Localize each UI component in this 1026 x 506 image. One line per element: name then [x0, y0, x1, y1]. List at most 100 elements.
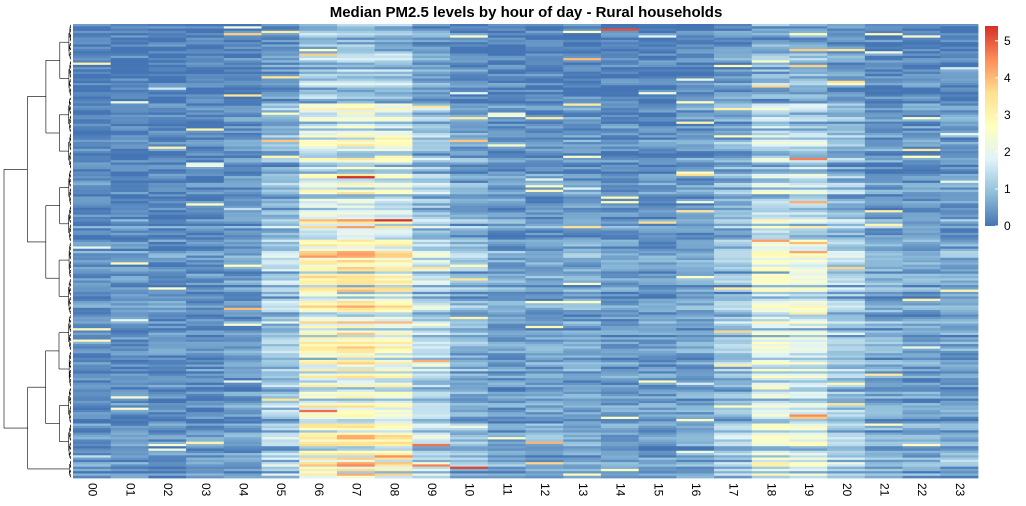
heatmap-cell [676, 83, 715, 86]
heatmap-cell [940, 103, 979, 107]
heatmap-cell [940, 294, 979, 297]
heatmap-cell [864, 178, 903, 182]
heatmap-cell [714, 85, 753, 88]
heatmap-cell [73, 128, 112, 132]
heatmap-cell [902, 310, 941, 313]
heatmap-cell [336, 337, 376, 340]
heatmap-cell [525, 396, 564, 399]
heatmap-cell [336, 371, 376, 374]
heatmap-cell [600, 389, 640, 393]
heatmap-cell [73, 205, 112, 209]
heatmap-cell [902, 187, 941, 191]
heatmap-cell [714, 239, 753, 243]
heatmap-cell [374, 266, 413, 270]
heatmap-cell [412, 241, 451, 245]
heatmap-cell [827, 409, 866, 413]
heatmap-cell [525, 226, 564, 229]
heatmap-cell [412, 51, 451, 54]
heatmap-cell [940, 237, 979, 241]
heatmap-cell [148, 189, 187, 193]
heatmap-cell [450, 167, 489, 170]
heatmap-cell [223, 387, 262, 390]
heatmap-cell [827, 92, 866, 95]
heatmap-cell [940, 407, 979, 411]
heatmap-cell [336, 362, 376, 365]
heatmap-cell [600, 73, 640, 77]
heatmap-cell [336, 239, 376, 243]
heatmap-cell [186, 262, 225, 266]
heatmap-cell [789, 346, 828, 350]
heatmap-cell [374, 298, 413, 302]
heatmap-cell [186, 37, 225, 41]
heatmap-cell [525, 85, 564, 88]
heatmap-cell [827, 48, 866, 52]
heatmap-cell [374, 321, 413, 325]
heatmap-cell [751, 341, 790, 345]
heatmap-cell [336, 64, 376, 68]
heatmap-cell [676, 132, 715, 136]
heatmap-cell [789, 114, 828, 118]
heatmap-cell [148, 201, 187, 204]
heatmap-cell [412, 248, 451, 252]
heatmap-cell [110, 26, 149, 29]
heatmap-cell [148, 80, 187, 84]
heatmap-cell [902, 418, 941, 422]
heatmap-cell [223, 275, 262, 279]
heatmap-cell [223, 271, 262, 275]
heatmap-cell [864, 251, 903, 254]
heatmap-cell [336, 160, 376, 163]
heatmap-cell [751, 137, 790, 141]
heatmap-cell [73, 55, 112, 59]
heatmap-cell [73, 373, 112, 377]
heatmap-cell [186, 173, 225, 177]
heatmap-cell [827, 35, 866, 39]
heatmap-cell [186, 94, 225, 98]
heatmap-cell [186, 119, 225, 123]
heatmap-cell [864, 378, 903, 381]
heatmap-cell [940, 241, 979, 245]
heatmap-cell [940, 107, 979, 111]
heatmap-cell [336, 285, 376, 288]
heatmap-cell [525, 162, 564, 166]
heatmap-cell [751, 382, 790, 386]
heatmap-cell [73, 246, 112, 250]
heatmap-cell [450, 121, 489, 125]
heatmap-cell [487, 323, 526, 327]
heatmap-cell [751, 271, 790, 275]
heatmap-cell [563, 219, 602, 222]
heatmap-cell [261, 26, 300, 29]
heatmap-cell [73, 203, 112, 206]
heatmap-cell [525, 39, 564, 43]
heatmap-cell [789, 226, 828, 229]
heatmap-cell [864, 425, 903, 429]
heatmap-cell [299, 434, 338, 438]
heatmap-cell [261, 198, 300, 202]
heatmap-cell [751, 328, 790, 331]
heatmap-cell [789, 28, 828, 32]
heatmap-cell [525, 312, 564, 315]
heatmap-cell [148, 316, 187, 320]
heatmap-cell [902, 191, 941, 195]
heatmap-cell [374, 121, 413, 125]
heatmap-cell [450, 221, 489, 225]
heatmap-cell [336, 153, 376, 157]
heatmap-cell [374, 364, 413, 368]
heatmap-cell [299, 425, 338, 429]
heatmap-cell [789, 237, 828, 241]
heatmap-cell [336, 266, 376, 270]
heatmap-cell [638, 378, 677, 381]
heatmap-cell [336, 241, 376, 245]
heatmap-cell [864, 398, 903, 402]
heatmap-cell [827, 89, 866, 93]
heatmap-cell [148, 180, 187, 184]
heatmap-cell [450, 330, 489, 334]
heatmap-cell [261, 44, 300, 48]
heatmap-cell [940, 337, 979, 340]
heatmap-cell [940, 44, 979, 48]
heatmap-cell [374, 151, 413, 154]
heatmap-cell [412, 255, 451, 259]
heatmap-cell [110, 44, 149, 48]
heatmap-cell [902, 298, 941, 302]
heatmap-cell [374, 132, 413, 136]
heatmap-cell [563, 128, 602, 132]
